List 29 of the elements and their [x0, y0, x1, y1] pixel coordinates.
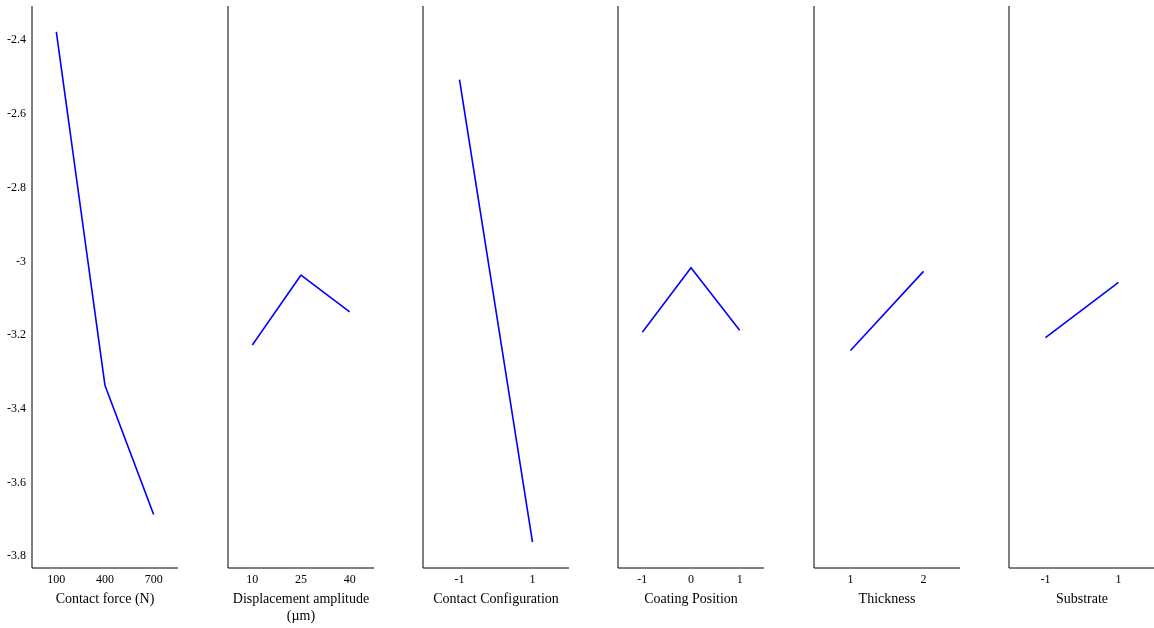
- y-tick-label: -3.2: [7, 327, 26, 342]
- x-tick-label: 700: [144, 571, 163, 586]
- x-tick-label: -1: [1040, 571, 1051, 586]
- y-tick-label: -2.4: [7, 32, 26, 47]
- x-axis-title: Contact force (N): [54, 590, 156, 607]
- x-axis-title: Displacement amplitude (µm): [231, 590, 371, 624]
- x-tick-label: 1: [1115, 571, 1122, 586]
- x-tick-label: 40: [343, 571, 356, 586]
- x-tick-label: 2: [920, 571, 927, 586]
- x-axis-title: Coating Position: [643, 590, 739, 607]
- x-tick-label: 1: [736, 571, 743, 586]
- x-tick-label: 100: [47, 571, 66, 586]
- y-tick-label: -2.8: [7, 179, 26, 194]
- x-tick-label: 10: [246, 571, 259, 586]
- x-tick-label: 400: [96, 571, 114, 586]
- y-tick-label: -3.6: [7, 474, 26, 489]
- x-tick-label: 1: [529, 571, 536, 586]
- x-tick-label: 1: [847, 571, 854, 586]
- x-axis-title: Thickness: [857, 590, 917, 607]
- x-tick-label: 25: [295, 571, 307, 586]
- y-tick-label: -3.4: [7, 400, 26, 415]
- x-tick-label: -1: [454, 571, 465, 586]
- y-tick-label: -3.8: [7, 548, 26, 563]
- x-tick-label: 0: [688, 571, 694, 586]
- y-tick-label: -3: [16, 253, 26, 268]
- x-axis-title: Contact Configuration: [432, 590, 560, 607]
- x-axis-title: Substrate: [1054, 590, 1110, 607]
- y-tick-label: -2.6: [7, 106, 26, 121]
- x-tick-label: -1: [637, 571, 648, 586]
